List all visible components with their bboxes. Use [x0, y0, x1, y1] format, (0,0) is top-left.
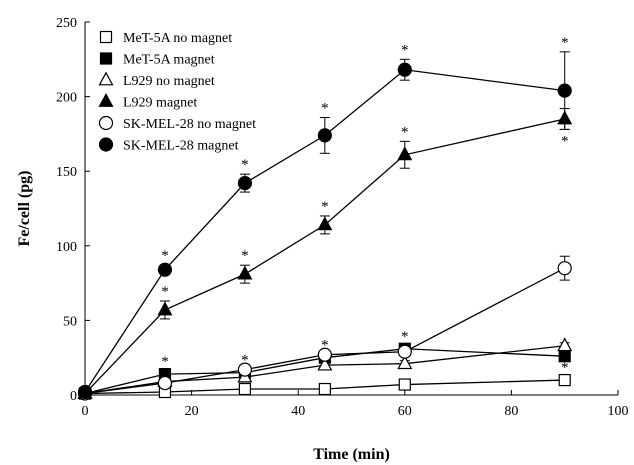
- circle-marker: [98, 137, 114, 152]
- y-tick-label: 50: [63, 314, 77, 329]
- significance-star: *: [241, 353, 249, 369]
- legend-item: SK-MEL-28 no magnet: [98, 115, 256, 132]
- significance-star: *: [401, 124, 409, 140]
- y-tick-label: 250: [56, 16, 77, 31]
- legend-label: L929 no magnet: [123, 74, 215, 89]
- circle-marker: [77, 384, 93, 400]
- significance-star: *: [561, 360, 569, 376]
- series-line: [84, 345, 565, 395]
- triangle-marker: [397, 355, 413, 370]
- series-layer: * * * * * * * * * * * * * * *: [77, 35, 573, 401]
- circle-marker: [157, 262, 173, 277]
- triangle-marker: [317, 356, 333, 371]
- legend-label: MeT-5A magnet: [123, 53, 215, 68]
- legend-label: SK-MEL-28 magnet: [123, 139, 239, 154]
- circle-marker: [557, 261, 572, 276]
- significance-star: *: [561, 35, 569, 51]
- x-tick-label: 40: [291, 404, 305, 419]
- significance-star: *: [161, 284, 169, 300]
- circle-marker: [157, 375, 173, 391]
- significance-star: *: [401, 42, 409, 58]
- series-line: [84, 118, 565, 394]
- significance-star: *: [401, 329, 409, 345]
- axes: 0 50 100 150 200 250 0 20 40 60 80 100: [56, 16, 629, 419]
- significance-star: *: [321, 338, 329, 354]
- y-axis-title: Fe/cell (pg): [16, 171, 33, 247]
- significance-star: *: [561, 133, 569, 149]
- series-line: [84, 348, 565, 395]
- square-marker: [238, 382, 251, 396]
- circle-marker: [397, 344, 412, 359]
- triangle-marker: [98, 93, 114, 107]
- legend-item: MeT-5A no magnet: [99, 30, 232, 46]
- y-tick-label: 200: [56, 91, 77, 106]
- series-line: [84, 379, 565, 395]
- y-tick-label: 150: [56, 165, 77, 180]
- y-tick-label: 100: [56, 240, 77, 255]
- series-line: [84, 69, 565, 393]
- circle-marker: [397, 62, 412, 77]
- square-marker: [318, 382, 331, 396]
- circle-marker: [98, 115, 114, 131]
- triangle-marker: [157, 301, 173, 316]
- circle-marker: [237, 362, 252, 377]
- series-5: * * * * *: [77, 35, 572, 400]
- series-4: [77, 255, 572, 401]
- significance-star: *: [321, 199, 329, 215]
- circle-marker: [237, 176, 252, 191]
- triangle-marker: [557, 337, 573, 352]
- series-line: [84, 267, 566, 395]
- triangle-marker: [317, 216, 333, 231]
- legend-item: L929 magnet: [98, 93, 197, 111]
- legend-label: L929 magnet: [123, 96, 197, 111]
- legend-item: MeT-5A magnet: [99, 52, 215, 68]
- significance-star: *: [321, 100, 329, 116]
- x-axis-title: Time (min): [313, 446, 390, 463]
- legend: MeT-5A no magnet MeT-5A magnet L929 no mag…: [98, 30, 256, 154]
- y-tick-label: 0: [70, 389, 77, 404]
- triangle-marker: [397, 146, 413, 161]
- significance-star: *: [161, 248, 169, 264]
- square-marker: [99, 52, 113, 65]
- square-marker: [398, 378, 411, 391]
- x-tick-label: 0: [82, 404, 89, 419]
- x-tick-label: 60: [398, 404, 412, 419]
- x-tick-label: 80: [504, 404, 518, 419]
- legend-item: SK-MEL-28 magnet: [98, 137, 239, 154]
- triangle-marker: [98, 71, 114, 86]
- square-marker: [558, 373, 571, 387]
- significance-star: *: [241, 248, 249, 264]
- significance-star: *: [161, 354, 169, 370]
- triangle-marker: [237, 265, 253, 280]
- legend-item: L929 no magnet: [98, 71, 215, 89]
- square-marker: [558, 350, 571, 363]
- square-marker: [99, 30, 113, 44]
- legend-label: SK-MEL-28 no magnet: [123, 117, 256, 132]
- legend-label: MeT-5A no magnet: [123, 31, 232, 46]
- circle-marker: [317, 128, 332, 143]
- circle-marker: [557, 83, 572, 98]
- significance-star: *: [241, 157, 249, 173]
- circle-marker: [317, 347, 332, 362]
- x-tick-label: 100: [608, 404, 629, 419]
- x-tick-label: 20: [185, 404, 199, 419]
